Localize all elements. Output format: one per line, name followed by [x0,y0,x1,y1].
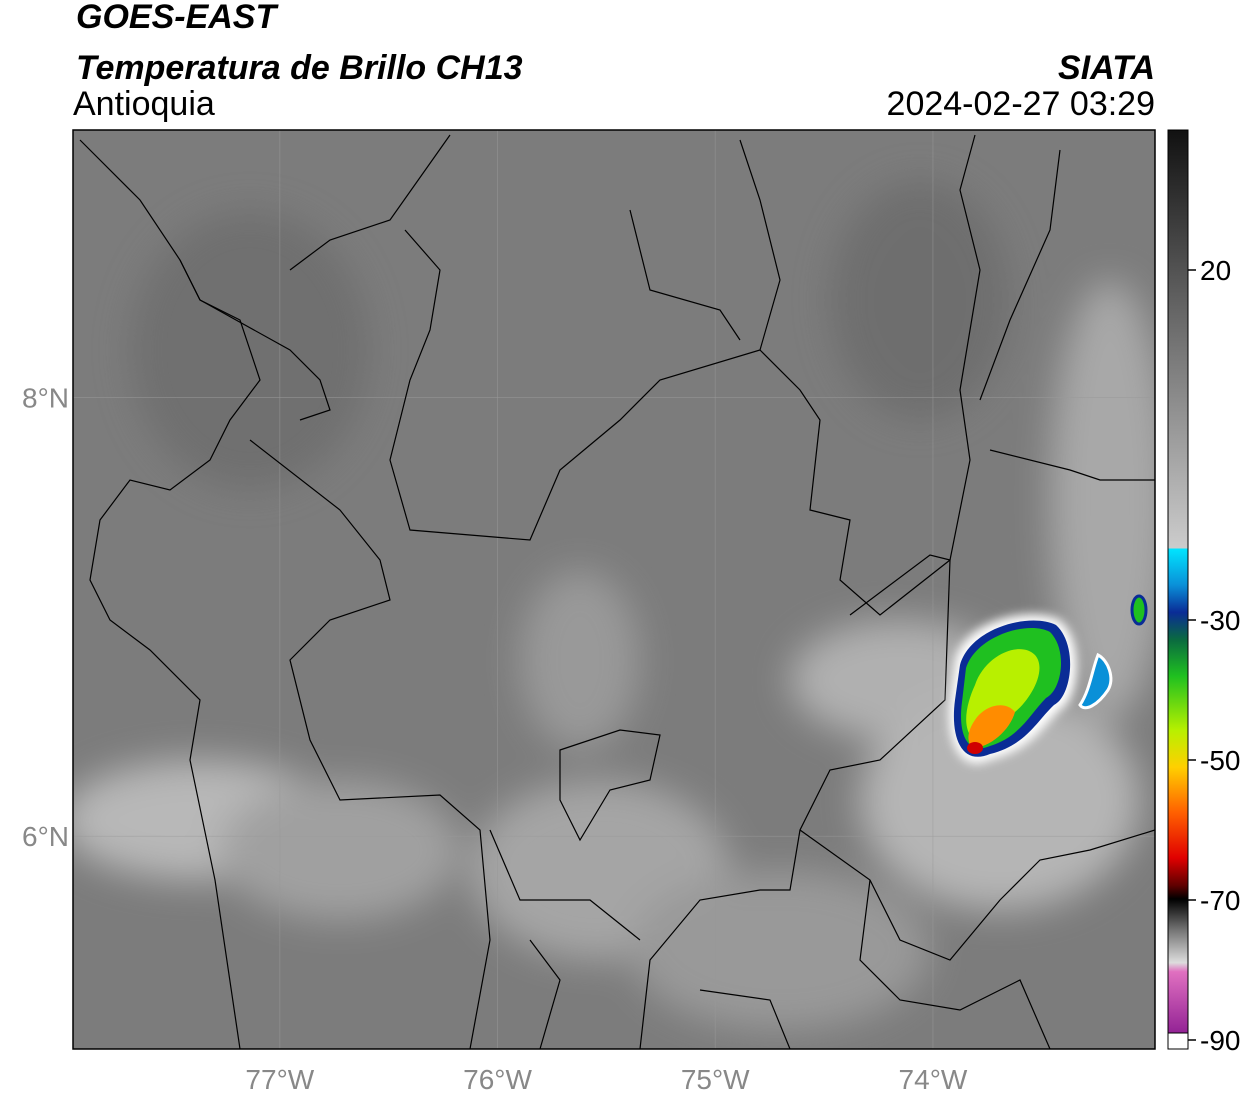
x-tick-label: 75°W [681,1064,750,1095]
x-tick-label: 77°W [245,1064,314,1095]
datetime: 2024-02-27 03:29 [887,85,1155,123]
x-tick-label: 76°W [463,1064,532,1095]
colorbar-under [1167,1032,1189,1050]
colorbar-tick-label: -50 [1200,745,1240,776]
colorbar-tick-label: 20 [1200,255,1231,286]
y-tick-label: 6°N [22,821,69,852]
colorbar-tick-label: -30 [1200,605,1240,636]
map [73,130,1155,1049]
x-tick-label: 74°W [899,1064,968,1095]
storm [949,594,1148,764]
colorbar [1167,129,1189,1041]
title: GOES-EAST [76,0,279,36]
map-frame [72,129,1156,1050]
y-tick-label: 8°N [22,383,69,414]
region: Antioquia [73,85,215,123]
colorbar-tick-label: -70 [1200,885,1240,916]
colorbar-tick-label: -90 [1200,1025,1240,1056]
borders [79,134,1155,1049]
subtitle: Temperatura de Brillo CH13 [76,49,523,87]
source: SIATA [1058,49,1155,87]
